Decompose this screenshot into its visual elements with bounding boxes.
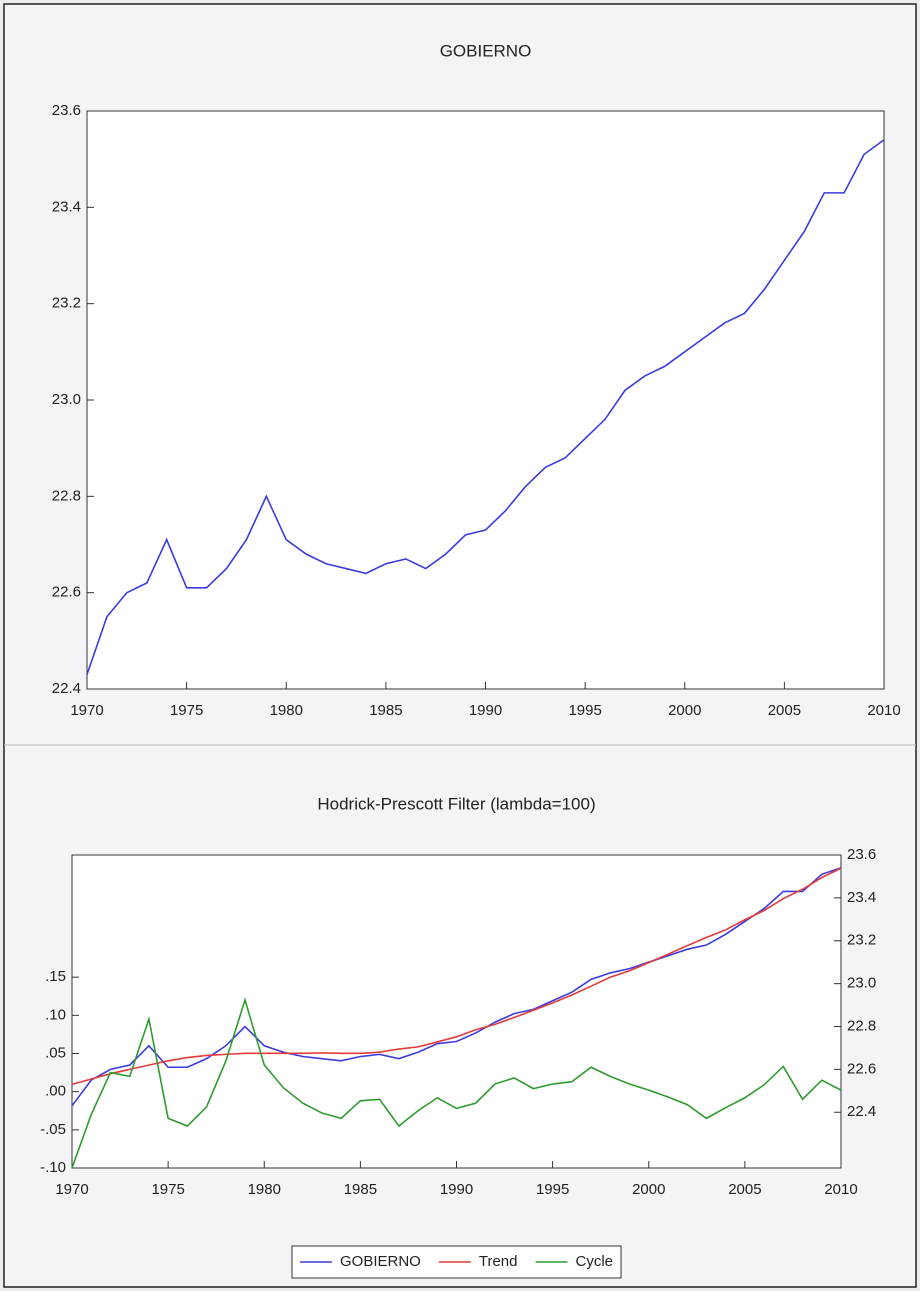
y-tick-label: 23.6 xyxy=(52,102,81,119)
y-tick-label: .05 xyxy=(45,1044,66,1061)
y2-tick-label: 22.6 xyxy=(847,1060,876,1077)
chart-title: GOBIERNO xyxy=(440,41,532,60)
y-tick-label: 22.8 xyxy=(52,487,81,504)
y-tick-label: .15 xyxy=(45,968,66,985)
series-line xyxy=(71,867,842,1086)
x-tick-label: 1980 xyxy=(270,702,303,719)
x-tick-label: 1990 xyxy=(469,702,502,719)
y2-tick-label: 23.6 xyxy=(847,846,876,863)
x-tick-label: 1980 xyxy=(248,1181,281,1198)
y-tick-label: 22.6 xyxy=(52,584,81,601)
legend-label: Trend xyxy=(479,1253,518,1270)
y-tick-label: 23.0 xyxy=(52,391,81,408)
x-tick-label: 1990 xyxy=(440,1181,473,1198)
x-tick-label: 1975 xyxy=(151,1181,184,1198)
x-tick-label: 2000 xyxy=(668,702,701,719)
series-line xyxy=(71,997,842,1169)
x-tick-label: 1995 xyxy=(536,1181,569,1198)
legend-label: Cycle xyxy=(575,1253,613,1270)
y2-tick-label: 23.4 xyxy=(847,889,876,906)
series-line xyxy=(86,139,885,675)
x-tick-label: 1985 xyxy=(344,1181,377,1198)
y-tick-label: 23.2 xyxy=(52,295,81,312)
y-tick-label: 22.4 xyxy=(52,680,81,697)
y-tick-label: -.10 xyxy=(40,1159,66,1176)
y2-tick-label: 22.4 xyxy=(847,1103,876,1120)
series-line xyxy=(71,867,842,1107)
y2-tick-label: 23.0 xyxy=(847,975,876,992)
x-tick-label: 2010 xyxy=(867,702,900,719)
x-tick-label: 1995 xyxy=(568,702,601,719)
x-tick-label: 2010 xyxy=(824,1181,857,1198)
y2-tick-label: 23.2 xyxy=(847,932,876,949)
x-tick-label: 2005 xyxy=(728,1181,761,1198)
chart-title: Hodrick-Prescott Filter (lambda=100) xyxy=(317,794,595,813)
plot-area xyxy=(71,854,842,1169)
x-tick-label: 2005 xyxy=(768,702,801,719)
legend-label: GOBIERNO xyxy=(340,1253,421,1270)
y-tick-label: 23.4 xyxy=(52,198,81,215)
y-tick-label: .10 xyxy=(45,1006,66,1023)
y2-tick-label: 22.8 xyxy=(847,1017,876,1034)
x-tick-label: 1985 xyxy=(369,702,402,719)
y-tick-label: -.05 xyxy=(40,1121,66,1138)
x-tick-label: 1975 xyxy=(170,702,203,719)
x-tick-label: 1970 xyxy=(70,702,103,719)
x-tick-label: 2000 xyxy=(632,1181,665,1198)
plot-area xyxy=(86,110,885,690)
y-tick-label: .00 xyxy=(45,1083,66,1100)
x-tick-label: 1970 xyxy=(55,1181,88,1198)
